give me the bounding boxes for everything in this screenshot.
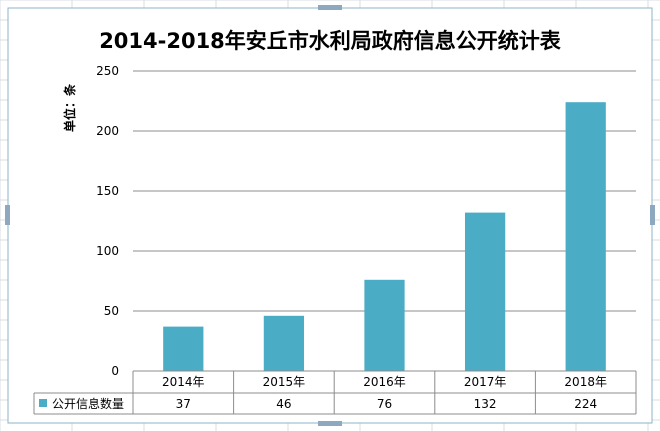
bar[interactable] (364, 279, 405, 371)
x-category-label: 2016年 (363, 375, 406, 389)
x-category-label: 2014年 (162, 375, 205, 389)
data-table-value: 224 (574, 397, 597, 411)
y-axis-label: 单位：条 (62, 83, 77, 132)
y-tick-label: 250 (96, 64, 119, 78)
bar[interactable] (464, 212, 506, 371)
bar[interactable] (263, 315, 305, 371)
legend-swatch (39, 399, 47, 407)
y-tick-label: 200 (96, 124, 119, 138)
data-table-value: 76 (377, 397, 392, 411)
resize-handle-top[interactable] (318, 5, 342, 10)
resize-handle-right[interactable] (650, 205, 655, 225)
bar[interactable] (163, 326, 204, 371)
data-table-value: 37 (176, 397, 191, 411)
bar[interactable] (565, 102, 606, 371)
x-category-label: 2017年 (464, 375, 507, 389)
resize-handles[interactable] (5, 5, 655, 426)
y-axis-ticks: 0 50 100 150 200 250 (96, 64, 119, 378)
resize-handle-bottom[interactable] (318, 421, 342, 426)
y-tick-label: 100 (96, 244, 119, 258)
data-table-value: 46 (276, 397, 291, 411)
legend-series-name: 公开信息数量 (52, 396, 124, 411)
y-tick-label: 0 (111, 364, 119, 378)
chart-title: 2014-2018年安丘市水利局政府信息公开统计表 (99, 29, 562, 53)
y-tick-label: 50 (104, 304, 119, 318)
x-category-label: 2015年 (263, 375, 306, 389)
data-table-value: 132 (474, 397, 497, 411)
x-category-label: 2018年 (564, 375, 607, 389)
y-tick-label: 150 (96, 184, 119, 198)
resize-handle-left[interactable] (5, 205, 10, 225)
chart-area[interactable] (7, 7, 653, 424)
bars (163, 102, 606, 371)
